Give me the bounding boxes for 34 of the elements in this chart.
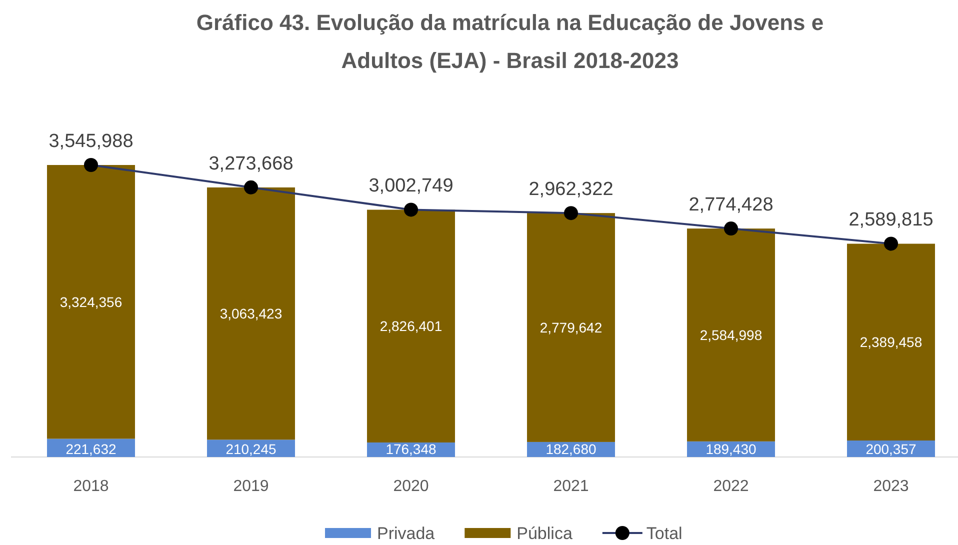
bar bbox=[207, 187, 295, 440]
legend-label: Total bbox=[646, 524, 682, 543]
data-label: 189,430 bbox=[706, 441, 757, 457]
data-label: 3,002,749 bbox=[368, 176, 454, 197]
data-label: 2,779,642 bbox=[540, 320, 602, 336]
x-tick-label: 2021 bbox=[553, 478, 589, 495]
bar bbox=[527, 213, 615, 442]
data-label: 176,348 bbox=[386, 441, 437, 457]
data-label: 200,357 bbox=[866, 441, 917, 457]
legend-label: Pública bbox=[516, 524, 573, 543]
x-tick-label: 2018 bbox=[73, 478, 109, 495]
bar bbox=[47, 165, 135, 439]
text: Gráfico 43. Evolução da matrícula na Educação de Jovens e Adultos (EJA) - Brasil 2018-2023 bbox=[196, 10, 824, 73]
data-label: 3,063,423 bbox=[220, 306, 282, 322]
data-label: 2,584,998 bbox=[700, 326, 762, 343]
data-label: 182,680 bbox=[546, 441, 597, 457]
data-label: 3,273,668 bbox=[208, 153, 294, 174]
x-tick-label: 2023 bbox=[873, 478, 909, 495]
data-label: 2,826,401 bbox=[380, 318, 442, 334]
data-label: 3,545,988 bbox=[48, 131, 134, 152]
x-tick-label: 2019 bbox=[233, 478, 269, 495]
data-label: 210,245 bbox=[226, 441, 277, 457]
x-tick-label: 2020 bbox=[393, 478, 429, 495]
data-label: 2,389,458 bbox=[860, 334, 922, 350]
data-label: 3,324,356 bbox=[60, 294, 122, 310]
data-label: 2,962,322 bbox=[528, 179, 614, 200]
data-label: 221,632 bbox=[66, 441, 117, 457]
bar bbox=[687, 228, 775, 442]
legend-label: Privada bbox=[377, 524, 436, 543]
x-tick-label: 2022 bbox=[713, 478, 749, 495]
bar bbox=[367, 210, 455, 442]
data-label: 2,774,428 bbox=[688, 194, 774, 216]
data-label: 2,589,815 bbox=[848, 210, 934, 231]
bar bbox=[847, 244, 935, 440]
